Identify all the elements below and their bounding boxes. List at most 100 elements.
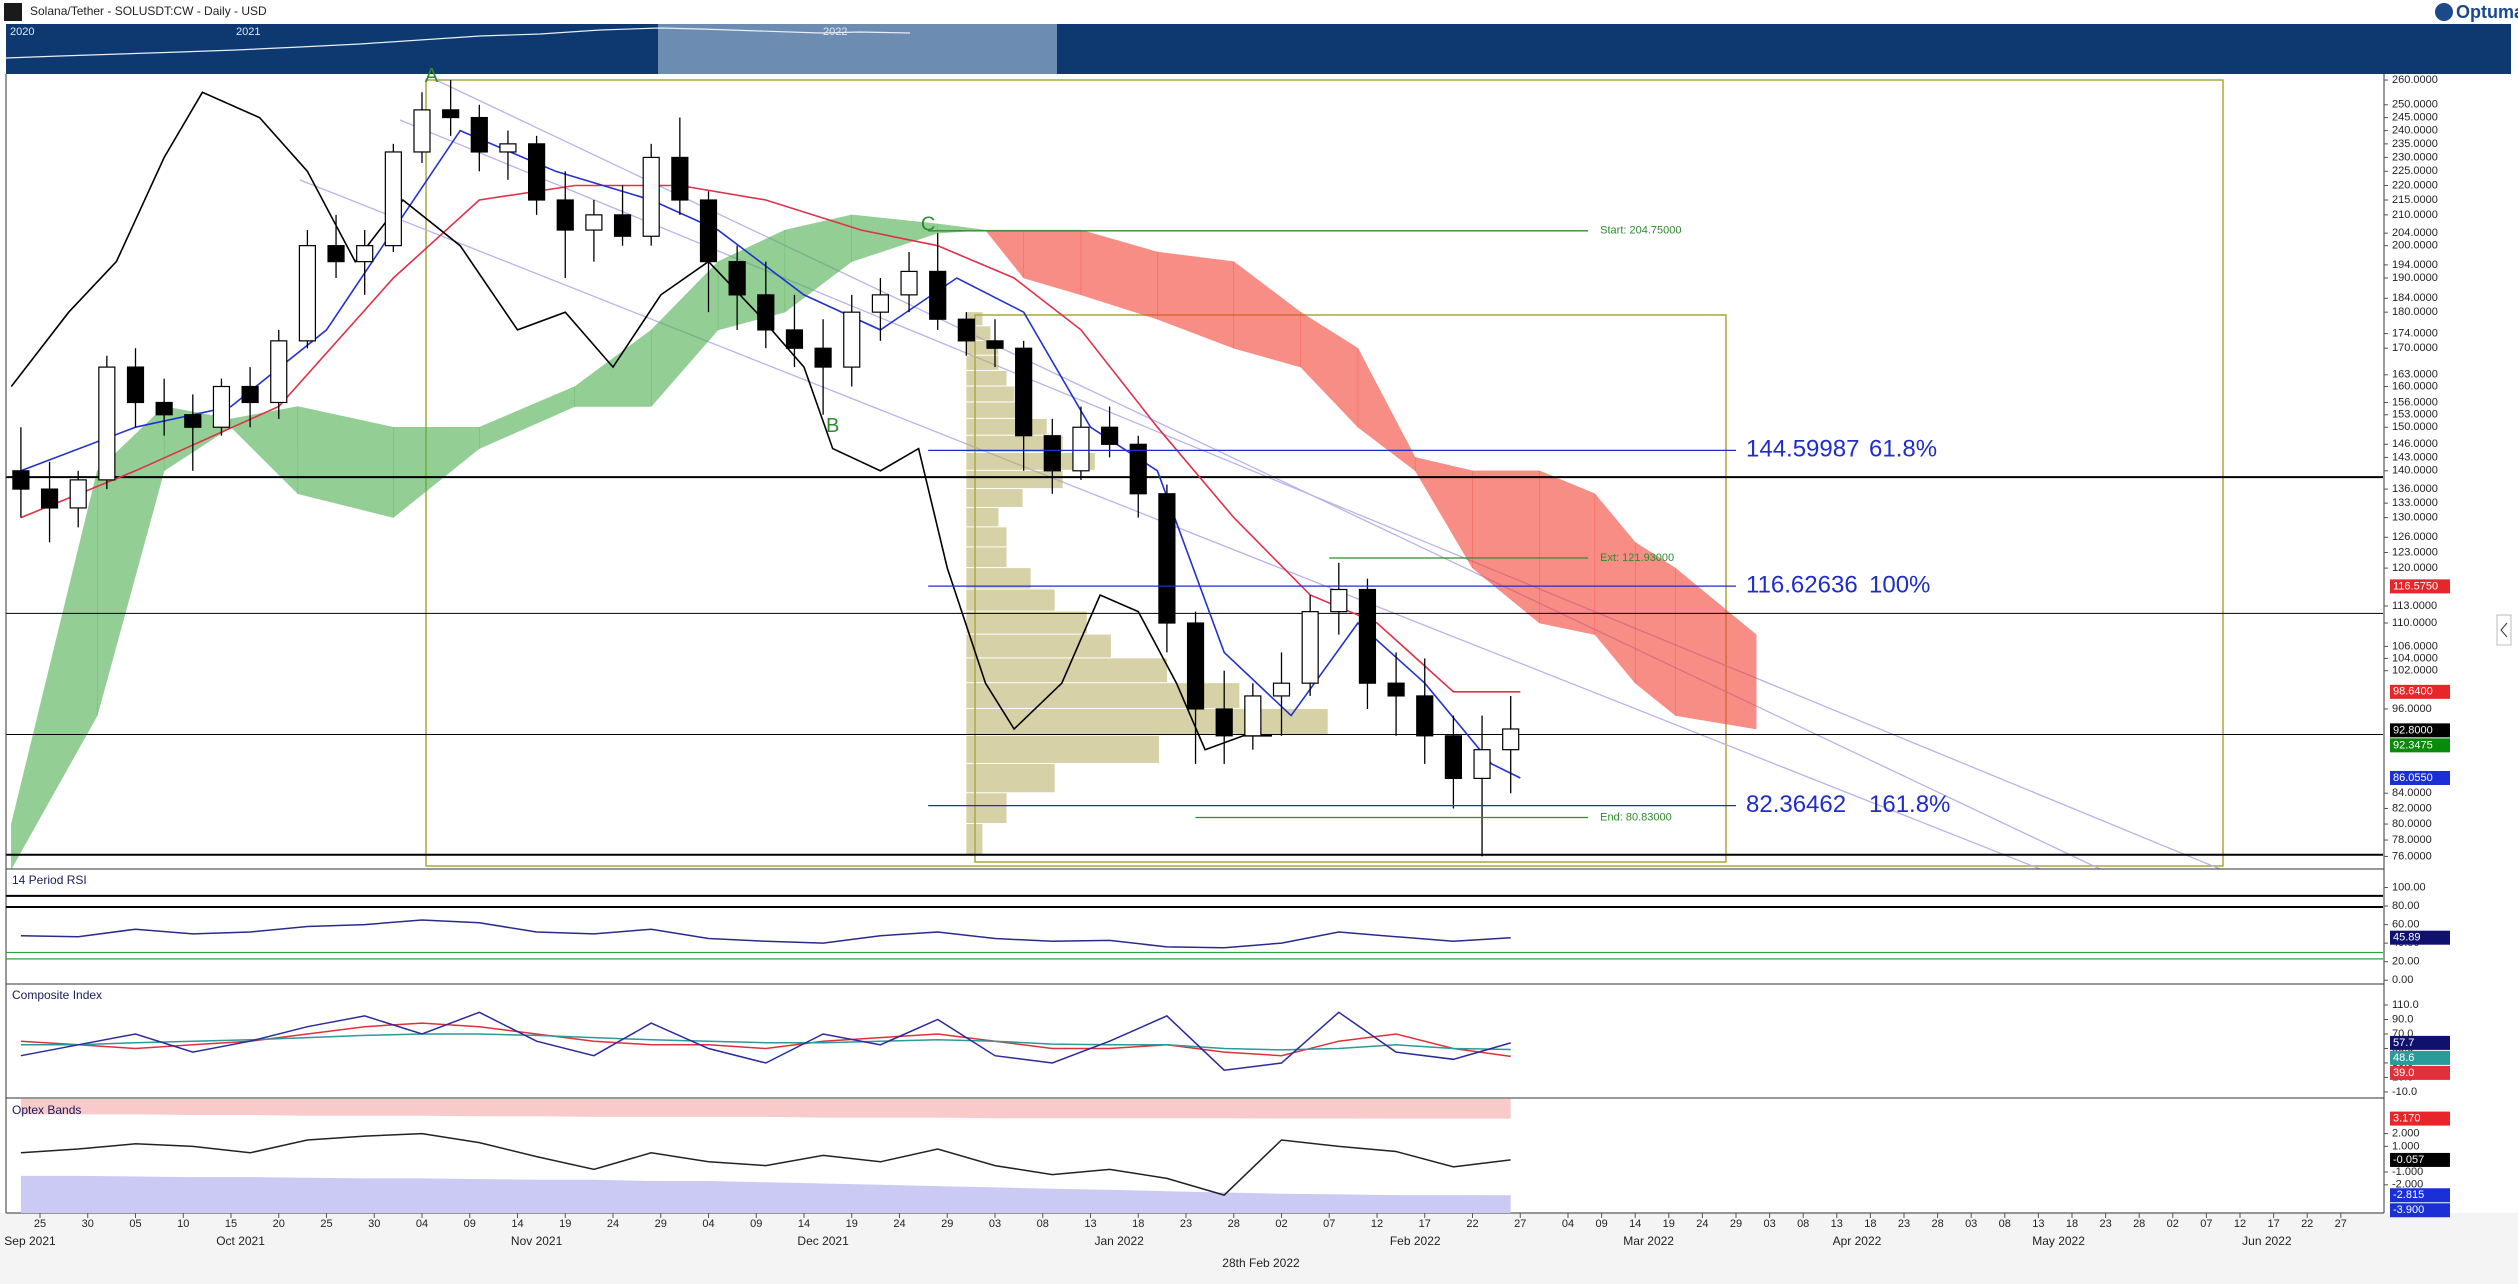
volume-profile-bar [966,386,1015,402]
candle-body [1129,443,1147,495]
x-tick-label: 04 [702,1218,714,1230]
y-tick-label: 225.0000 [2392,165,2438,177]
x-tick-label: 03 [1763,1218,1775,1230]
cloud-segment [1539,470,1596,635]
x-tick-label: 24 [893,1218,905,1230]
x-tick-label: 30 [368,1218,380,1230]
price-flag [2390,1065,2450,1080]
x-tick-label: 15 [225,1218,237,1230]
x-tick-label: 13 [2032,1218,2044,1230]
y-tick-label: 78.0000 [2392,834,2432,846]
fib-ratio: 61.8% [1869,436,1937,463]
x-tick-label: 23 [1180,1218,1192,1230]
x-tick-label: 18 [1864,1218,1876,1230]
y-tick-label: 245.0000 [2392,111,2438,123]
app-icon[interactable] [4,3,22,21]
candle-body [900,270,918,296]
panel-title: Optex Bands [12,1103,81,1117]
volume-profile-bar [966,402,1031,418]
x-tick-label: 14 [1629,1218,1641,1230]
y-tick-label: 163.0000 [2392,369,2438,381]
candle-body [1100,426,1119,445]
volume-profile-bar [966,763,1055,793]
candle-body [1015,347,1033,437]
volume-profile-bar [966,507,999,527]
fib-ratio: 161.8% [1869,791,1950,818]
candle-body [1416,695,1434,737]
volume-profile-bar [966,735,1160,763]
x-tick-label: 22 [2301,1218,2313,1230]
x-tick-label: 08 [1037,1218,1049,1230]
y-tick-label: 100.00 [2392,881,2426,893]
x-tick-label: 24 [1696,1218,1708,1230]
x-tick-label: 17 [1419,1218,1431,1230]
price-flag [2390,723,2450,738]
x-tick-label: 02 [1275,1218,1287,1230]
volume-profile-bar [966,793,1007,824]
y-tick-label: 104.0000 [2392,652,2438,664]
price-flag [2390,930,2450,945]
volume-profile-bar [966,489,1023,507]
y-tick-label: 110.0 [2392,999,2419,1011]
y-tick-label: 130.0000 [2392,511,2438,523]
x-tick-label: 02 [2167,1218,2179,1230]
y-tick-label: 190.0000 [2392,272,2438,284]
candle-body [1215,708,1233,737]
candle-body [1186,622,1205,710]
indicator-line [20,1011,1511,1071]
candle-body [12,470,30,490]
x-tick-label: 25 [320,1218,332,1230]
brand-name: Optuma [2456,2,2518,22]
y-tick-label: 60.00 [2392,919,2420,931]
candle-body [499,143,517,153]
x-tick-label: 20 [273,1218,285,1230]
volume-profile-bar [966,708,1328,735]
indicator-line [20,1033,1511,1051]
navigator-line [5,27,911,59]
y-tick-label: 174.0000 [2392,327,2438,339]
x-tick-label: 28 [2133,1218,2145,1230]
navigator[interactable] [6,24,2511,74]
candle-body [1387,682,1405,697]
indicator-line [20,919,1511,949]
candle-body [1473,749,1491,779]
x-tick-label: 19 [1663,1218,1675,1230]
price-flag [2390,1035,2450,1050]
price-flag-label: 57.7 [2393,1037,2414,1049]
candle-body [527,143,546,201]
candle-body [298,245,316,342]
volume-profile-bar [966,634,1111,658]
candle-body [757,294,775,331]
x-tick-label: 24 [607,1218,619,1230]
price-flag-label: 86.0550 [2393,772,2433,784]
month-label: May 2022 [2032,1234,2085,1248]
x-tick-label: 28 [1228,1218,1240,1230]
indicator-line [20,1132,1511,1196]
y-tick-label: -2.000 [2392,1179,2423,1191]
side-panel-toggle[interactable] [2496,614,2512,646]
candle-body [212,385,231,428]
candle-body [126,366,145,404]
candle-body [929,270,947,320]
candle-body [785,329,804,349]
wave-label: B [826,415,839,437]
cloud-segment [1675,567,1757,730]
extension-label: End: 80.83000 [1600,811,1672,823]
price-flag-label: 39.0 [2393,1067,2414,1079]
volume-profile-bar [966,435,1063,453]
y-tick-label: 106.0000 [2392,640,2438,652]
x-tick-label: 27 [2335,1218,2347,1230]
candle-body [1330,588,1348,613]
candle-body [1244,695,1262,737]
volume-profile-bar [966,355,999,370]
y-tick-label: 250.0000 [2392,99,2438,111]
month-label: Feb 2022 [1390,1234,1441,1248]
y-tick-label: 126.0000 [2392,531,2438,543]
band-area [20,1099,1511,1119]
x-tick-label: 08 [1999,1218,2011,1230]
y-tick-label: 235.0000 [2392,138,2438,150]
box-tool[interactable] [974,314,1727,863]
y-tick-label: 140.0000 [2392,465,2438,477]
